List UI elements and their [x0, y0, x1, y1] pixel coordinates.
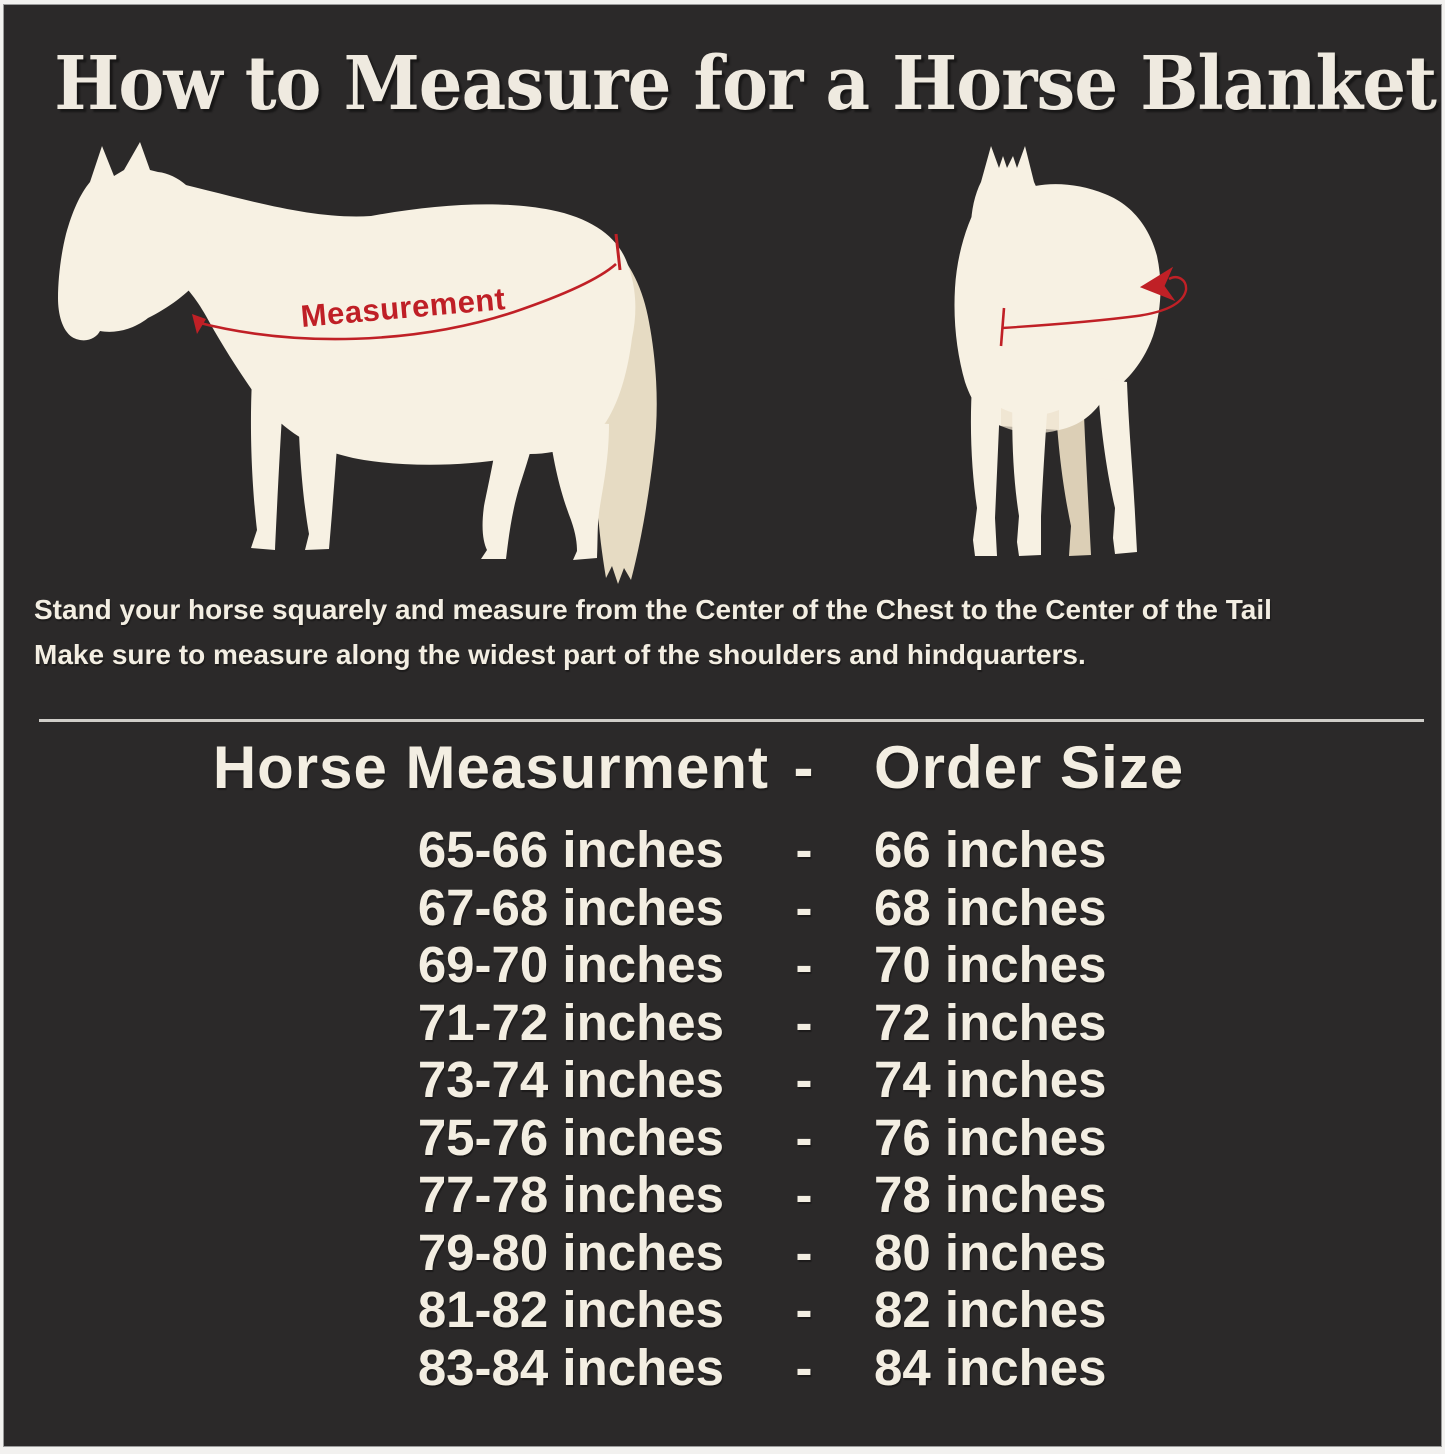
- instructions-line2: Make sure to measure along the widest pa…: [34, 639, 1086, 670]
- horse-measurement-value: 73-74 inches: [417, 1051, 724, 1108]
- horse-hind-leg: [481, 416, 537, 559]
- order-size-value: 76 inches: [874, 1108, 1107, 1166]
- horse-hind-leg: [548, 420, 609, 560]
- separator-dash: -: [795, 1108, 813, 1166]
- size-table: Horse Measurment - Order Size 65-66 inch…: [4, 735, 1445, 1396]
- size-table-row: 77-78 inches - 78 inches: [4, 1166, 1445, 1224]
- page-title: How to Measure for a Horse Blanket: [54, 41, 1437, 127]
- horse-measurement-value: 79-80 inches: [417, 1223, 724, 1281]
- instructions-line1: Stand your horse squarely and measure fr…: [34, 594, 1272, 625]
- horse-measurement-value: 77-78 inches: [417, 1166, 724, 1223]
- measurement-line: [192, 233, 622, 341]
- horse-measurement-value: 69-70 inches: [417, 936, 724, 993]
- size-table-rows: 65-66 inches - 66 inches 67-68 inches - …: [4, 821, 1445, 1396]
- instructions-text: Stand your horse squarely and measure fr…: [34, 587, 1272, 677]
- separator-dash: -: [795, 1051, 813, 1108]
- horse-measurement-header: Horse Measurment: [212, 734, 769, 801]
- separator-dash: -: [795, 1281, 813, 1338]
- separator-dash: -: [795, 1338, 813, 1396]
- horse-front-leg: [298, 386, 341, 550]
- size-table-row: 71-72 inches - 72 inches: [4, 994, 1445, 1052]
- horse-measurement-value: 67-68 inches: [417, 878, 724, 936]
- divider-line: [39, 719, 1424, 722]
- side-view-horse-illustration: Measurement: [58, 142, 657, 584]
- horse-measurement-value: 83-84 inches: [417, 1338, 724, 1396]
- separator-dash: -: [795, 878, 813, 936]
- order-size-value: 78 inches: [874, 1166, 1107, 1223]
- size-table-header: Horse Measurment - Order Size: [4, 735, 1445, 801]
- separator-dash: -: [795, 821, 813, 878]
- order-size-value: 84 inches: [874, 1338, 1107, 1396]
- horse-far-leg: [1055, 388, 1091, 556]
- order-size-value: 66 inches: [874, 821, 1107, 878]
- separator-dash: -: [795, 993, 813, 1051]
- order-size-value: 70 inches: [874, 936, 1107, 993]
- order-size-value: 74 inches: [874, 1051, 1107, 1108]
- separator-dash: -: [795, 936, 813, 993]
- order-size-value: 68 inches: [874, 878, 1107, 936]
- horse-head: [971, 146, 1043, 294]
- size-table-row: 81-82 inches - 82 inches: [4, 1281, 1445, 1339]
- size-table-row: 65-66 inches - 66 inches: [4, 821, 1445, 879]
- horse-measurement-value: 75-76 inches: [417, 1108, 724, 1166]
- size-table-row: 83-84 inches - 84 inches: [4, 1339, 1445, 1397]
- order-size-value: 82 inches: [874, 1281, 1107, 1338]
- horse-front-leg: [970, 373, 1001, 556]
- order-size-value: 72 inches: [874, 993, 1107, 1051]
- size-table-row: 67-68 inches - 68 inches: [4, 879, 1445, 937]
- infographic-card: How to Measure for a Horse Blanket Measu…: [3, 4, 1442, 1447]
- order-size-value: 80 inches: [874, 1223, 1107, 1281]
- horse-measurement-value: 65-66 inches: [417, 821, 724, 878]
- size-table-row: 69-70 inches - 70 inches: [4, 936, 1445, 994]
- measurement-arrow: [999, 266, 1188, 347]
- separator-dash: -: [793, 734, 815, 801]
- horse-measurement-value: 81-82 inches: [417, 1281, 724, 1338]
- horse-hind-leg: [1097, 378, 1137, 554]
- horse-head: [58, 142, 209, 341]
- separator-dash: -: [795, 1223, 813, 1281]
- size-table-row: 75-76 inches - 76 inches: [4, 1109, 1445, 1167]
- separator-dash: -: [795, 1166, 813, 1223]
- size-table-row: 79-80 inches - 80 inches: [4, 1224, 1445, 1282]
- horse-front-leg: [250, 380, 284, 550]
- front-view-horse-illustration: [954, 146, 1188, 556]
- horse-front-leg: [1012, 380, 1049, 556]
- horse-measurement-value: 71-72 inches: [417, 993, 724, 1051]
- order-size-header: Order Size: [874, 734, 1185, 801]
- size-table-row: 73-74 inches - 74 inches: [4, 1051, 1445, 1109]
